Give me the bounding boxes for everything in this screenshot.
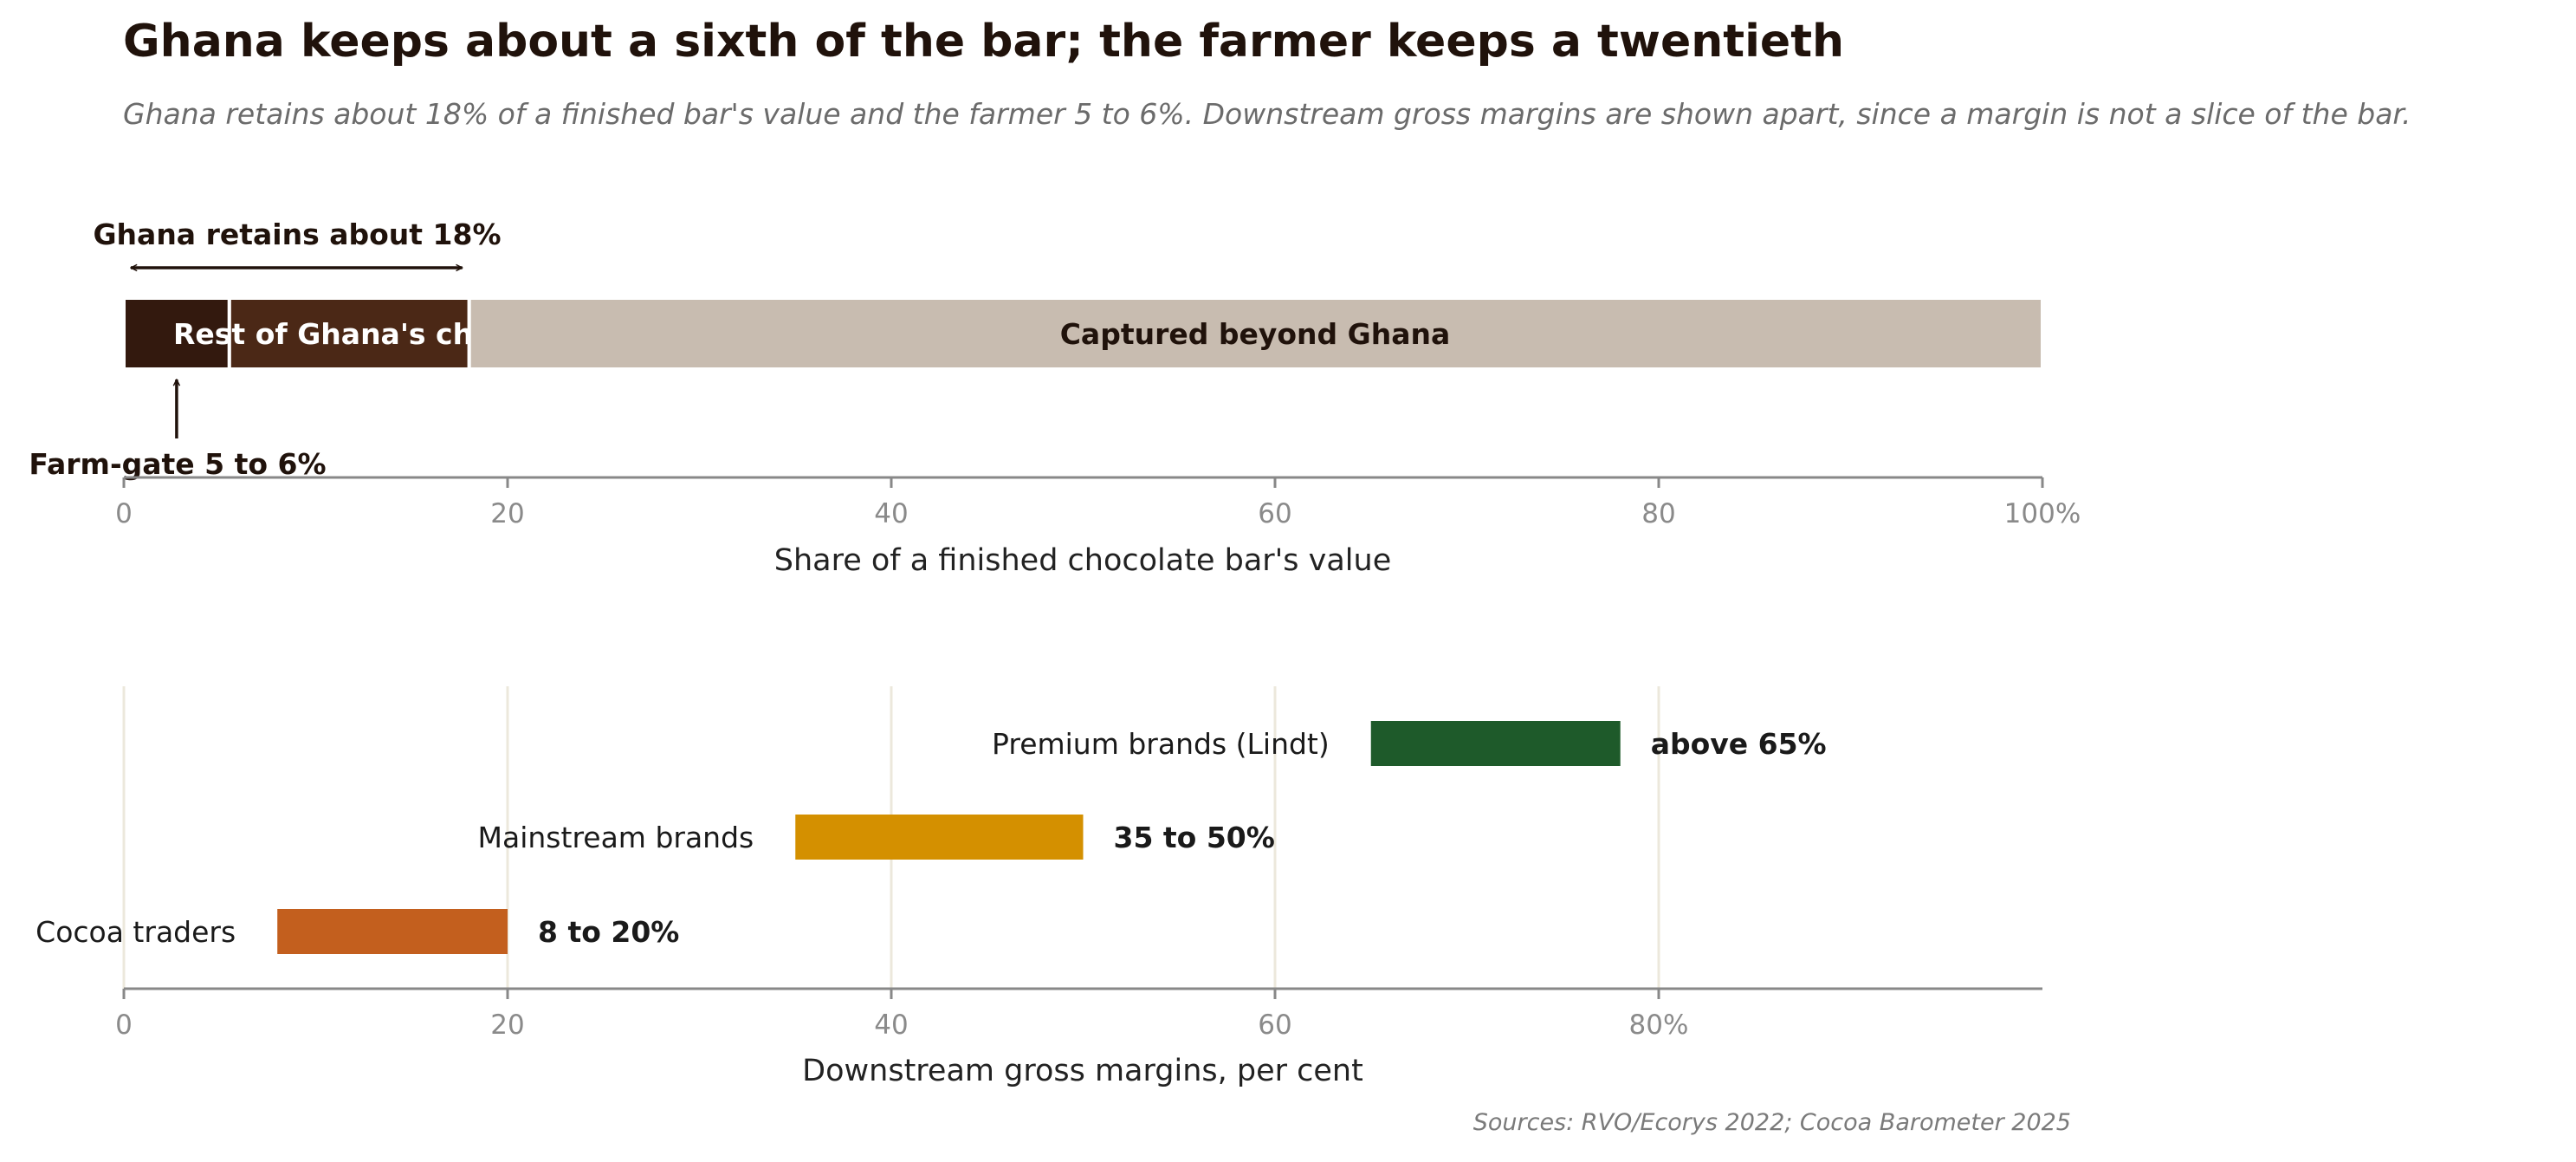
x-tick-label: 60 [1258, 1009, 1291, 1041]
x-axis-label: Downstream gross margins, per cent [802, 1054, 1363, 1088]
category-label: Cocoa traders [36, 915, 236, 949]
category-label: Mainstream brands [478, 821, 754, 854]
margin-range-bar [277, 909, 508, 954]
gross-margins-panel: Premium brands (Lindt) above 65% Mainstrea… [36, 686, 2042, 1088]
x-tick-label: 20 [490, 498, 524, 529]
x-axis-label: Share of a finished chocolate bar's valu… [774, 543, 1392, 578]
segment-label: Rest of Ghana's chain [173, 317, 522, 351]
range-value-label: 8 to 20% [538, 915, 679, 949]
value-share-panel: Rest of Ghana's chain Captured beyond Gha… [29, 217, 2081, 578]
x-tick-label: 20 [490, 1009, 524, 1041]
farm-gate-label: Farm-gate 5 to 6% [29, 447, 326, 481]
x-tick-label: 80 [1641, 498, 1675, 529]
x-tick-label: 100% [2004, 498, 2081, 529]
x-tick-label: 40 [874, 498, 908, 529]
segment-label: Captured beyond Ghana [1060, 317, 1451, 351]
chart-subtitle: Ghana retains about 18% of a finished ba… [123, 97, 2411, 131]
range-value-label: above 65% [1651, 727, 1827, 761]
x-tick-label: 0 [115, 498, 133, 529]
share-segment [467, 296, 2045, 371]
bracket-label: Ghana retains about 18% [93, 217, 501, 251]
category-label: Premium brands (Lindt) [992, 727, 1330, 761]
x-tick-label: 0 [115, 1009, 133, 1041]
x-tick-label: 80% [1629, 1009, 1689, 1041]
chart-title: Ghana keeps about a sixth of the bar; th… [123, 16, 1845, 68]
share-segment [122, 296, 231, 371]
margin-range-bar [1370, 721, 1621, 766]
x-tick-label: 60 [1258, 498, 1291, 529]
range-value-label: 35 to 50% [1114, 821, 1275, 854]
margin-range-bar [795, 815, 1084, 860]
x-tick-label: 40 [874, 1009, 908, 1041]
source-note: Sources: RVO/Ecorys 2022; Cocoa Baromete… [1472, 1109, 2071, 1136]
